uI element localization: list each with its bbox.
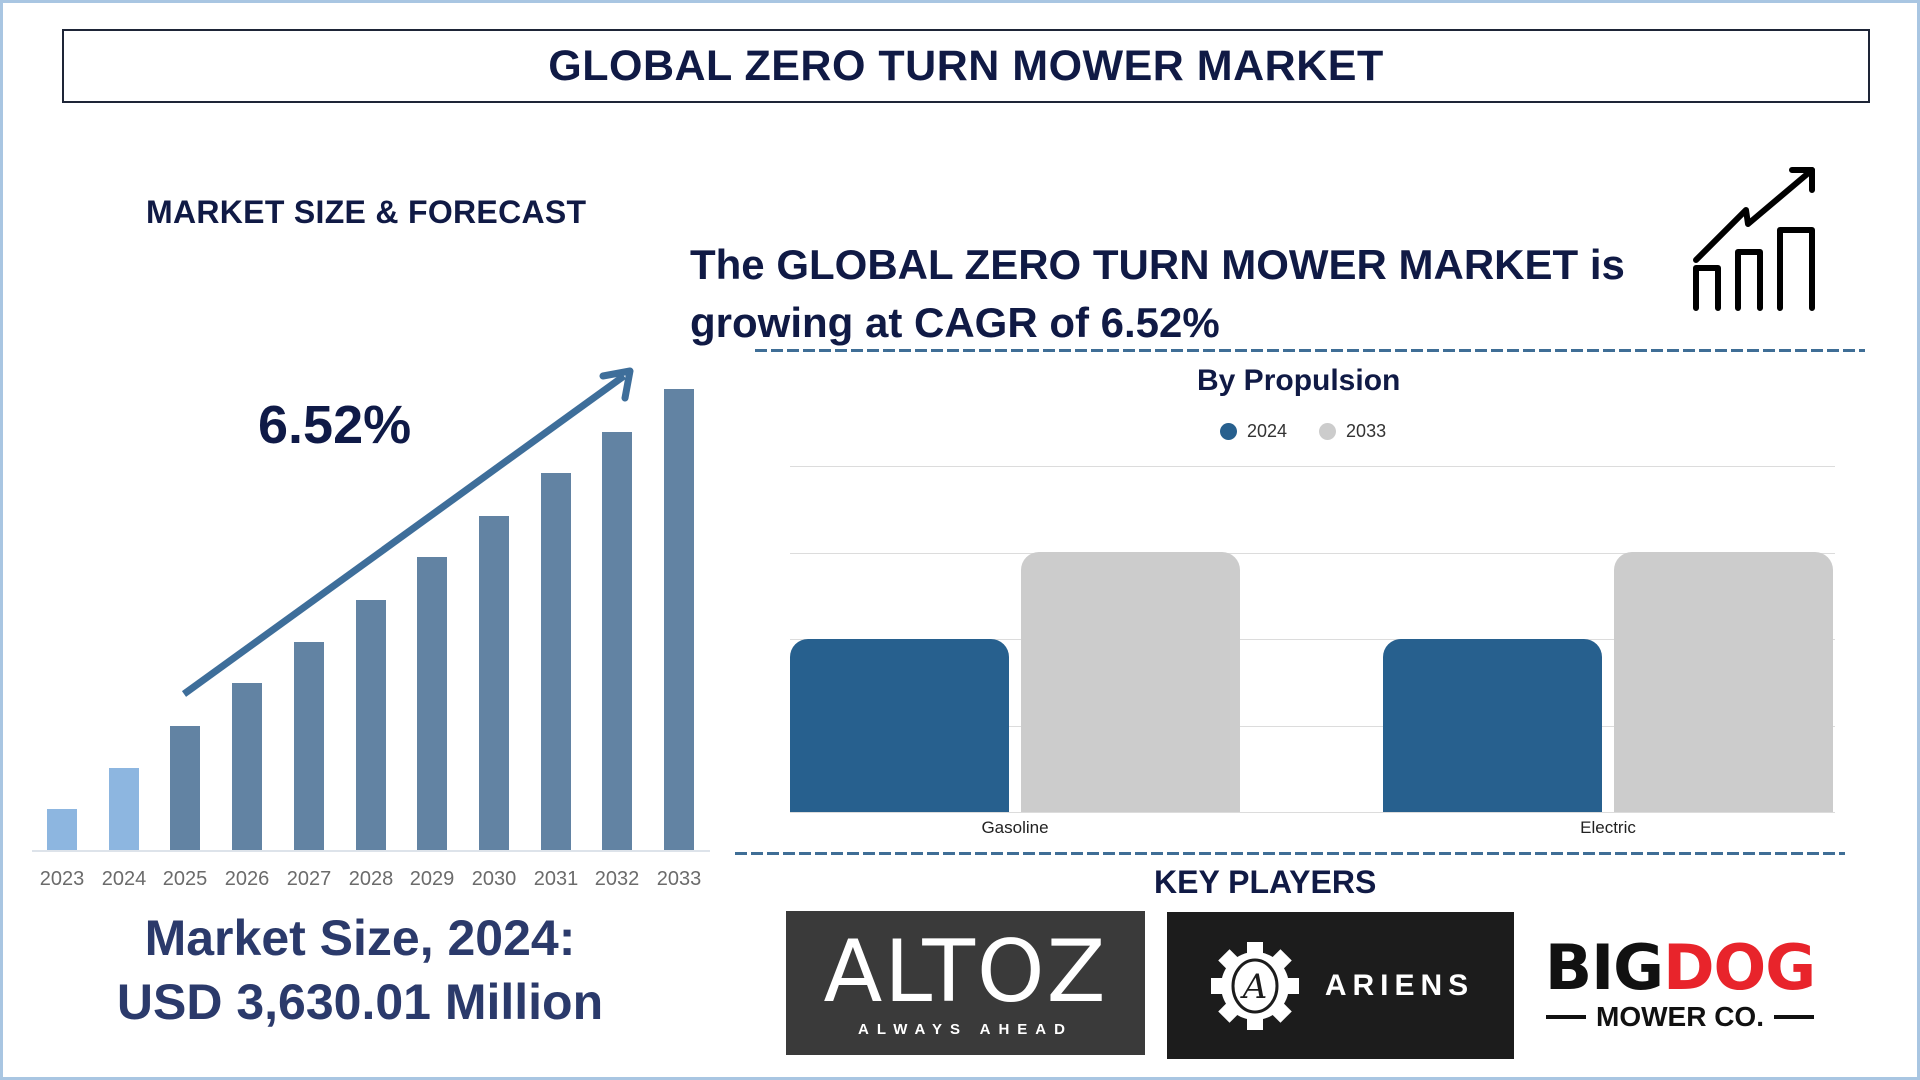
ariens-gear-icon: A (1210, 941, 1299, 1030)
x-axis-label: 2033 (656, 868, 702, 890)
x-axis-label: 2024 (101, 868, 147, 890)
propulsion-legend: 2024 2033 (1220, 421, 1386, 442)
key-players-title: KEY PLAYERS (1154, 864, 1377, 900)
x-axis-label: 2028 (348, 868, 394, 890)
bar-2026 (232, 683, 262, 850)
x-axis-label: 2026 (224, 868, 270, 890)
x-axis-label: 2027 (286, 868, 332, 890)
ariens-name: ARIENS (1324, 968, 1475, 1002)
x-axis-label: 2025 (162, 868, 208, 890)
category-label: Electric (1580, 818, 1636, 837)
bigdog-name-big: BIG (1544, 931, 1664, 1004)
cagr-value: 6.52% (258, 395, 412, 455)
x-axis-baseline (790, 812, 1835, 813)
legend-label: 2024 (1247, 421, 1288, 441)
market-size-2024: Market Size, 2024: USD 3,630.01 Million (40, 906, 680, 1034)
x-axis-label: 2031 (533, 868, 579, 890)
x-axis-label: 2030 (471, 868, 517, 890)
bigdog-rule-left (1546, 1015, 1586, 1019)
bar-2031 (541, 473, 571, 850)
bar-2033 (664, 389, 694, 850)
bar-2023 (47, 809, 77, 850)
legend-dot-icon (1220, 423, 1237, 440)
market-size-label: Market Size, 2024: (144, 910, 576, 966)
market-forecast-chart: 2023 2024 2025 2026 2027 2028 2029 2030 2031 2032… (0, 0, 720, 900)
altoz-logo: ALTOZ ALWAYS AHEAD (786, 911, 1145, 1055)
market-size-forecast-title: MARKET SIZE & FORECAST (146, 194, 587, 230)
page-title: GLOBAL ZERO TURN MOWER MARKET (548, 41, 1384, 90)
bar-2024 (109, 768, 139, 850)
ariens-logo: A ARIENS (1167, 912, 1514, 1059)
x-axis-label: 2029 (409, 868, 455, 890)
gridline (790, 553, 1835, 554)
svg-text:A: A (1240, 967, 1268, 1007)
bar-2025 (170, 726, 200, 850)
divider-top (755, 349, 1865, 352)
category-label: Gasoline (981, 818, 1049, 837)
bar-2028 (356, 600, 386, 850)
divider-bottom (735, 852, 1845, 855)
bar-gasoline-2033 (1021, 552, 1240, 812)
chart-baseline (32, 850, 710, 852)
cagr-statement-line1: The GLOBAL ZERO TURN MOWER MARKET is (690, 241, 1625, 288)
bigdog-tagline: MOWER CO. (1596, 1001, 1764, 1032)
gridline (790, 466, 1835, 467)
x-axis-label: 2032 (594, 868, 640, 890)
bigdog-name-dog: DOG (1663, 931, 1816, 1004)
bar-electric-2024 (1383, 639, 1602, 812)
propulsion-chart-title: By Propulsion (1197, 364, 1401, 397)
title-banner: GLOBAL ZERO TURN MOWER MARKET (62, 29, 1870, 103)
bigdog-rule-right (1774, 1015, 1814, 1019)
legend-dot-icon (1319, 423, 1337, 440)
bar-2030 (479, 516, 509, 850)
altoz-name: ALTOZ (823, 921, 1108, 1022)
gridline (790, 639, 1835, 640)
legend-item-2024[interactable]: 2024 (1220, 421, 1287, 442)
bar-2029 (417, 557, 447, 850)
market-size-value: USD 3,630.01 Million (116, 974, 604, 1030)
bar-gasoline-2024 (790, 639, 1009, 812)
bar-electric-2033 (1614, 552, 1833, 812)
legend-item-2033[interactable]: 2033 (1319, 421, 1386, 442)
x-axis-label: 2023 (39, 868, 85, 890)
cagr-statement-line2: growing at CAGR of 6.52% (690, 299, 1220, 346)
bar-2027 (294, 642, 324, 850)
cagr-statement: The GLOBAL ZERO TURN MOWER MARKET is gro… (690, 236, 1690, 352)
bar-2032 (602, 432, 632, 850)
growth-arrow-icon (181, 367, 634, 697)
gridline (790, 726, 1835, 727)
legend-label: 2033 (1346, 421, 1387, 441)
bigdog-logo: BIGDOG MOWER CO. (1530, 930, 1830, 1040)
altoz-tagline: ALWAYS AHEAD (858, 1020, 1073, 1038)
growth-chart-icon (1693, 167, 1815, 311)
